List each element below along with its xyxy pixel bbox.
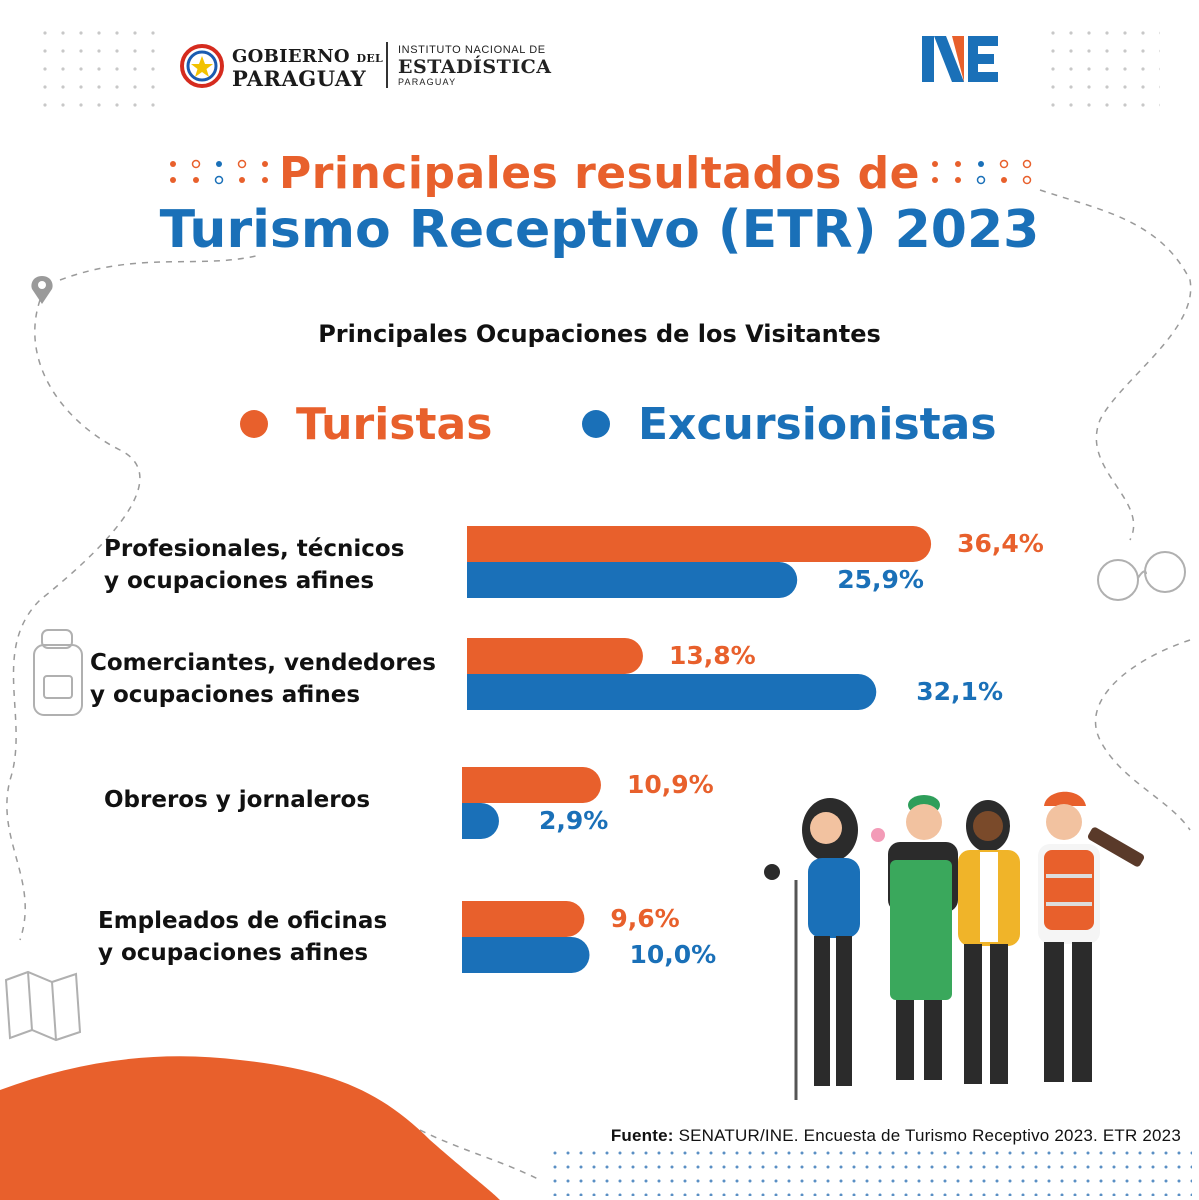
- orange-wave: [0, 1056, 500, 1200]
- folded-map-icon: [4, 970, 82, 1042]
- bar-turistas: [462, 767, 601, 803]
- source-footer: Fuente: SENATUR/INE. Encuesta de Turismo…: [610, 1126, 1181, 1145]
- bar-excursionistas: [467, 562, 798, 598]
- legend-label-turistas: Turistas: [296, 398, 493, 450]
- ine-ne-logo: [922, 36, 998, 82]
- category-label: y ocupaciones afines: [98, 940, 368, 966]
- ine-name-line2: ESTADÍSTICA: [398, 56, 552, 78]
- dot-grid-decoration: [1050, 30, 1160, 120]
- ine-name-line1: INSTITUTO NACIONAL DE: [398, 44, 546, 56]
- map-pin-icon: [31, 276, 53, 304]
- dashed-travel-path: [6, 299, 141, 941]
- chart-title: Principales Ocupaciones de los Visitante…: [318, 320, 881, 348]
- dot-grid-decoration: [552, 1150, 1192, 1196]
- data-label: 10,0%: [630, 940, 717, 969]
- gov-name-line1: GOBIERNO DEL: [232, 46, 384, 67]
- workers-illustration: [764, 791, 1145, 1100]
- legend-dot-blue: [582, 410, 610, 438]
- gov-name-line2: PARAGUAY: [232, 66, 367, 91]
- data-label: 10,9%: [627, 770, 714, 799]
- map-pin-icon: [382, 1114, 404, 1142]
- bar-turistas: [467, 638, 643, 674]
- title-dots-left: [170, 159, 268, 185]
- legend-dot-orange: [240, 410, 268, 438]
- title-line2: Turismo Receptivo (ETR) 2023: [159, 200, 1040, 260]
- data-label: 36,4%: [957, 529, 1044, 558]
- logo-divider: [386, 42, 388, 88]
- category-label: y ocupaciones afines: [90, 682, 360, 708]
- category-label: Obreros y jornaleros: [104, 787, 370, 813]
- dot-grid-decoration: [42, 30, 162, 120]
- data-label: 32,1%: [916, 677, 1003, 706]
- sunglasses-icon: [1097, 551, 1186, 601]
- title-dots-right: [932, 159, 1032, 185]
- category-label: y ocupaciones afines: [104, 568, 374, 594]
- legend-label-excursionistas: Excursionistas: [638, 398, 997, 450]
- category-label: Comerciantes, vendedores: [90, 650, 436, 676]
- bar-excursionistas: [462, 937, 590, 973]
- data-label: 25,9%: [837, 565, 924, 594]
- data-label: 9,6%: [610, 904, 679, 933]
- legend-item-excursionistas: Excursionistas: [582, 398, 997, 450]
- data-label: 2,9%: [539, 806, 608, 835]
- bar-excursionistas: [467, 674, 877, 710]
- category-label: Empleados de oficinas: [98, 908, 387, 934]
- bar-excursionistas: [462, 803, 499, 839]
- data-label: 13,8%: [669, 641, 756, 670]
- bar-turistas: [462, 901, 585, 937]
- paraguay-seal-icon: [180, 44, 224, 88]
- bar-turistas: [467, 526, 932, 562]
- legend-item-turistas: Turistas: [240, 398, 492, 450]
- government-logo: GOBIERNO DEL PARAGUAY INSTITUTO NACIONAL…: [180, 42, 552, 91]
- title-line1: Principales resultados de: [278, 148, 921, 199]
- backpack-icon: [33, 629, 83, 716]
- ine-name-line3: PARAGUAY: [398, 77, 457, 87]
- category-label: Profesionales, técnicos: [104, 536, 404, 562]
